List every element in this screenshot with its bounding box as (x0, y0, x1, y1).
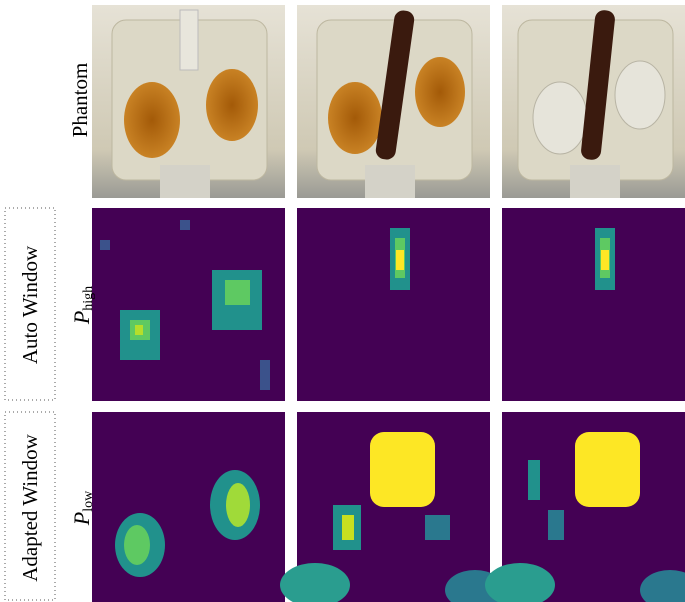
heatmap-high-3 (502, 208, 685, 401)
heatmap-low-3 (485, 412, 685, 602)
figure: Phantom Auto Window Adapted Window Phigh… (0, 0, 685, 602)
row-group-label: Adapted Window (18, 433, 42, 581)
row-group-label: Auto Window (18, 245, 42, 364)
photo-2 (297, 5, 490, 198)
photo-3 (502, 5, 685, 198)
heatmap-low-1 (92, 412, 285, 602)
heatmap-high-1 (92, 208, 285, 401)
page: Phantom Auto Window Adapted Window Phigh… (0, 0, 685, 602)
row-label: Phantom (68, 63, 92, 138)
photo-1 (92, 5, 285, 198)
subscript: low (81, 490, 96, 512)
heatmap-low-2 (280, 412, 505, 602)
row-label: Phigh (69, 286, 96, 325)
subscript: high (81, 286, 96, 311)
symbol: P (69, 311, 94, 325)
symbol: P (69, 512, 94, 526)
row-label: Plow (69, 490, 96, 526)
heatmap-high-2 (297, 208, 490, 401)
